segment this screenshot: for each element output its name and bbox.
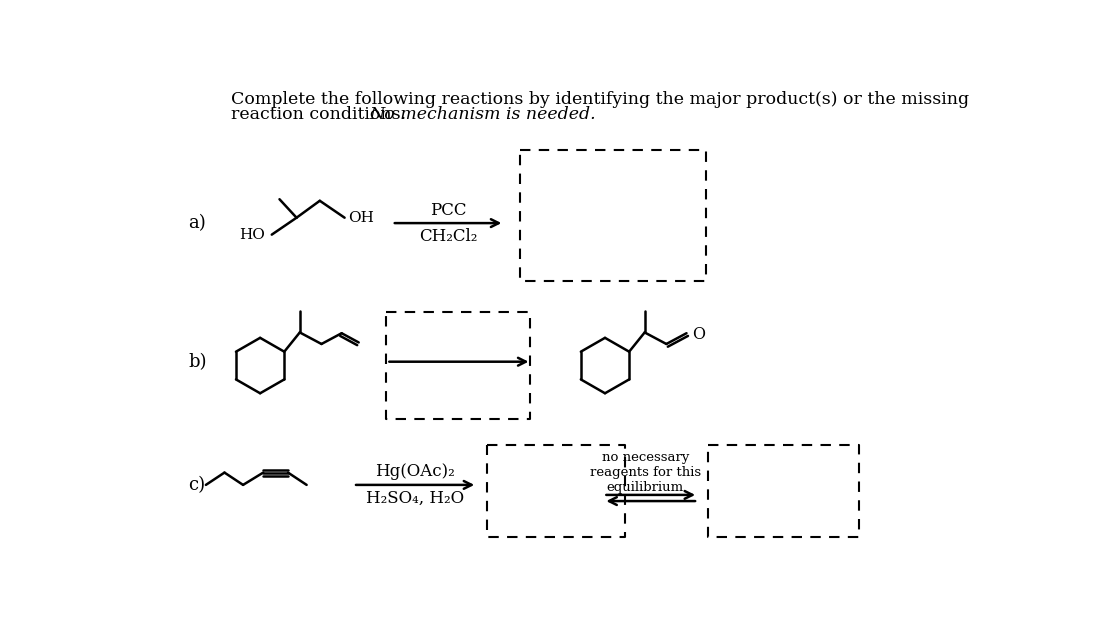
- Text: O: O: [692, 326, 704, 343]
- Text: HO: HO: [239, 228, 264, 243]
- Text: No mechanism is needed.: No mechanism is needed.: [370, 106, 596, 123]
- Text: Complete the following reactions by identifying the major product(s) or the miss: Complete the following reactions by iden…: [232, 91, 970, 108]
- Text: OH: OH: [348, 211, 374, 225]
- Text: a): a): [188, 214, 206, 232]
- Text: b): b): [188, 353, 206, 371]
- Text: no necessary
reagents for this
equilibrium: no necessary reagents for this equilibri…: [590, 451, 701, 494]
- Text: PCC: PCC: [430, 202, 466, 218]
- Text: c): c): [188, 476, 205, 494]
- Text: CH₂Cl₂: CH₂Cl₂: [419, 228, 477, 246]
- Text: H₂SO₄, H₂O: H₂SO₄, H₂O: [366, 490, 464, 508]
- Text: reaction conditions.: reaction conditions.: [232, 106, 412, 123]
- Text: Hg(OAc)₂: Hg(OAc)₂: [375, 463, 455, 479]
